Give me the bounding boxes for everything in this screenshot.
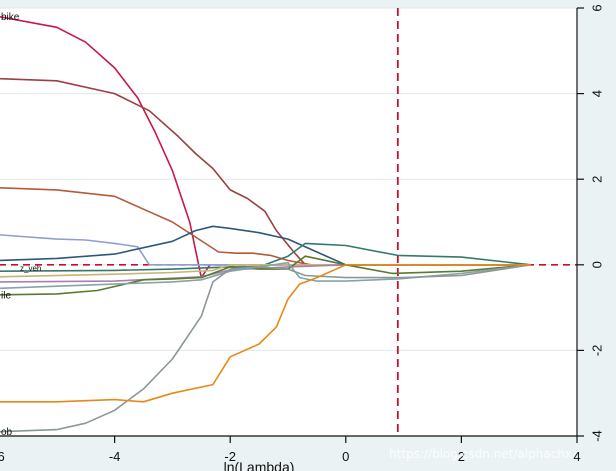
x-tick-label: -6: [0, 449, 5, 464]
series-label-7: z_veh: [20, 264, 41, 273]
axes: -4 -2 0 2 4 6 -6 -4 -2 0 2 4: [0, 4, 605, 464]
x-tick-label: 4: [573, 449, 580, 464]
x-tick-label: 0: [342, 449, 349, 464]
series-line-5: [0, 225, 531, 266]
series-line-6: [0, 242, 531, 272]
series-label-1: bike: [1, 12, 20, 23]
series-label-11: ob: [1, 427, 13, 438]
series-label-9: ile: [1, 290, 11, 301]
watermark: https://blog.csdn.net/alphachx: [389, 447, 572, 461]
series-layer: [0, 15, 531, 433]
axis-title-x: ln(Lambda): [224, 459, 295, 471]
x-tick-label: -4: [109, 449, 121, 464]
y-tick-label: 0: [590, 261, 605, 268]
series-line-12: [0, 264, 531, 403]
y-tick-label: 2: [590, 176, 605, 183]
plot-area: [0, 8, 578, 436]
y-tick-label: -2: [590, 345, 605, 357]
series-line-10: [0, 261, 531, 290]
y-tick-label: 6: [590, 4, 605, 11]
y-tick-label: -4: [590, 430, 605, 442]
series-line-11: [0, 264, 531, 433]
x-tick-label: 2: [458, 449, 465, 464]
y-tick-label: 4: [590, 90, 605, 97]
series-line-2: [0, 77, 531, 266]
x-tick-label: -2: [224, 449, 236, 464]
